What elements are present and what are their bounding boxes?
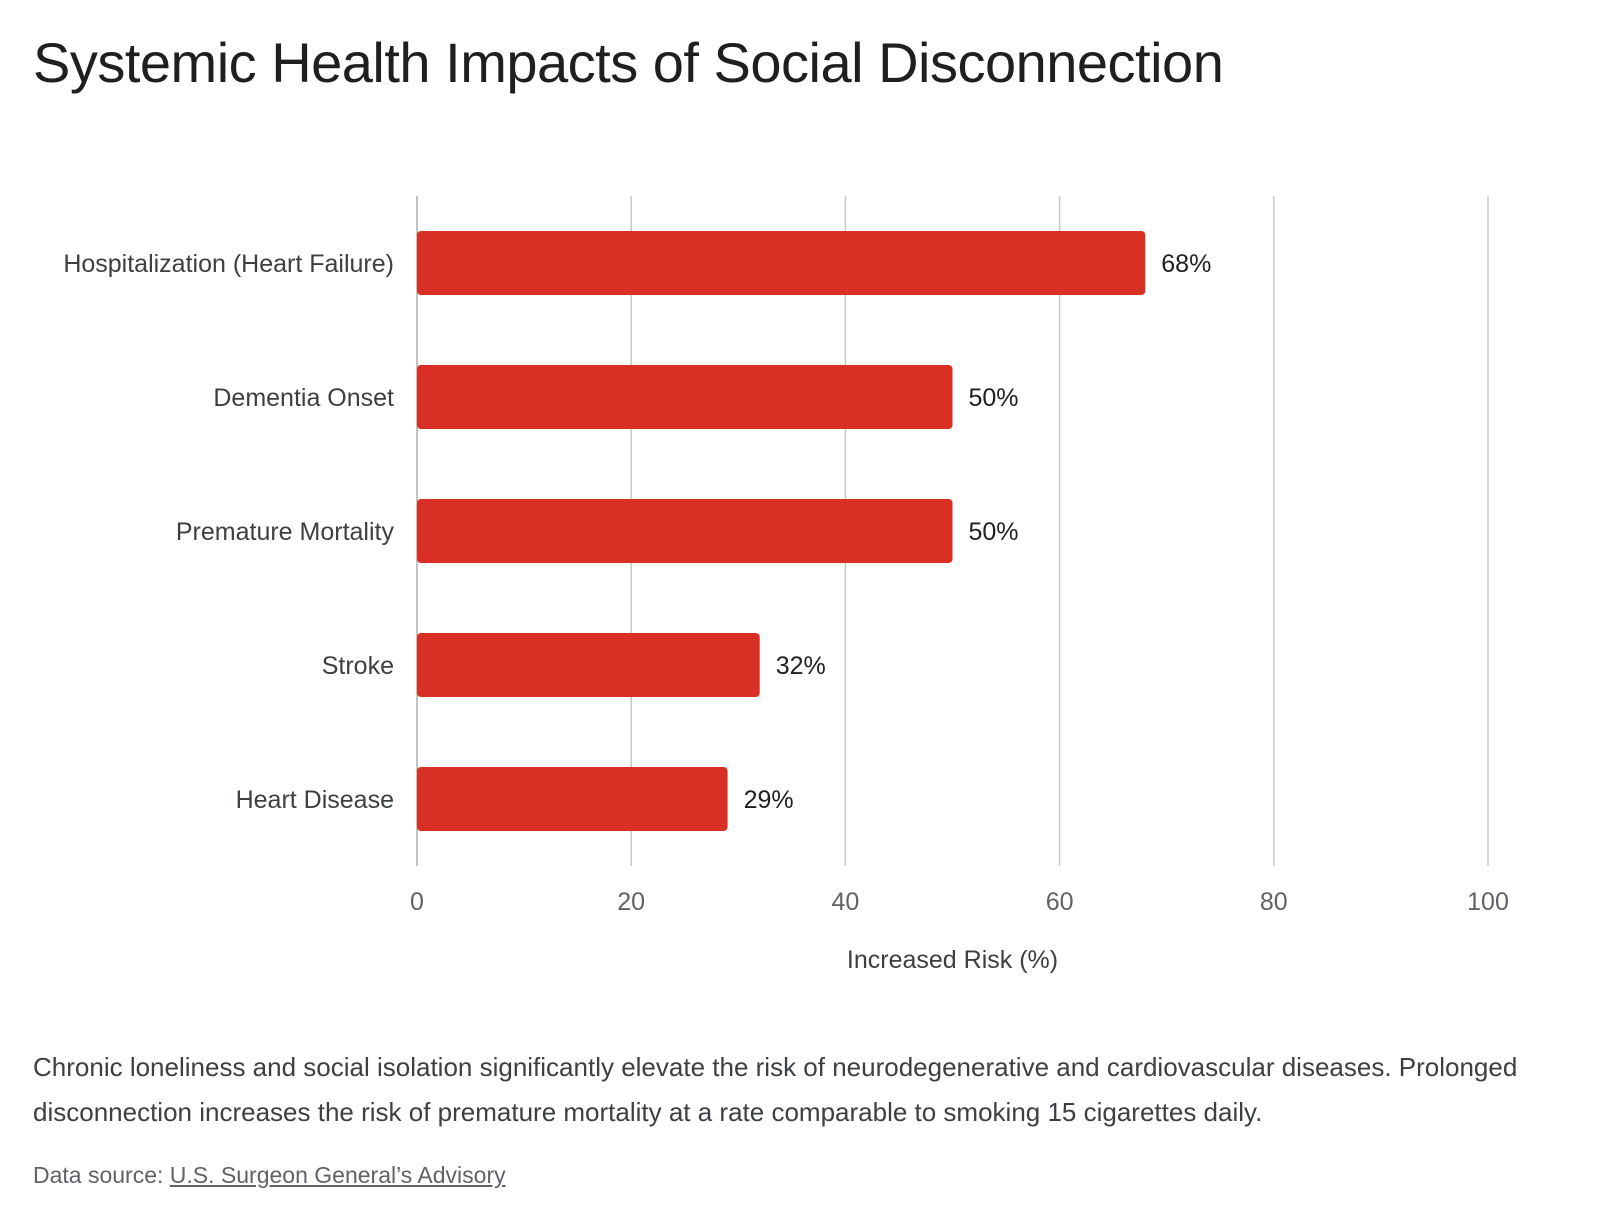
category-label: Stroke [322,652,394,680]
x-tick-label: 100 [1467,888,1509,916]
bars [417,231,1146,831]
data-label: 29% [744,786,794,814]
category-label: Hospitalization (Heart Failure) [63,250,394,278]
bar [417,767,728,831]
data-label: 50% [969,384,1019,412]
x-tick-label: 60 [1046,888,1074,916]
data-label: 68% [1161,250,1211,278]
x-tick-label: 40 [831,888,859,916]
category-label: Heart Disease [236,786,394,814]
x-axis-title: Increased Risk (%) [847,946,1058,974]
bar [417,633,760,697]
chart-caption: Chronic loneliness and social isolation … [33,1052,1518,1127]
x-tick-label: 80 [1260,888,1288,916]
data-label: 50% [969,518,1019,546]
bar [417,499,953,563]
category-label: Premature Mortality [176,518,395,546]
x-tick-label: 20 [617,888,645,916]
data-source-link[interactable]: U.S. Surgeon General’s Advisory [169,1162,506,1188]
data-source: Data source: U.S. Surgeon General’s Advi… [33,1162,506,1189]
category-labels: Hospitalization (Heart Failure) Dementia … [63,250,394,814]
x-tick-label: 0 [410,888,424,916]
category-label: Dementia Onset [213,384,394,412]
data-source-prefix: Data source: [33,1162,170,1188]
data-label: 32% [776,652,826,680]
x-axis-ticks: 0 20 40 60 80 100 [410,888,1509,916]
chart-title: Systemic Health Impacts of Social Discon… [33,31,1224,94]
bar [417,365,953,429]
bar-chart: Hospitalization (Heart Failure) Dementia … [63,196,1509,974]
bar [417,231,1146,295]
data-labels: 68% 50% 50% 32% 29% [744,250,1212,814]
